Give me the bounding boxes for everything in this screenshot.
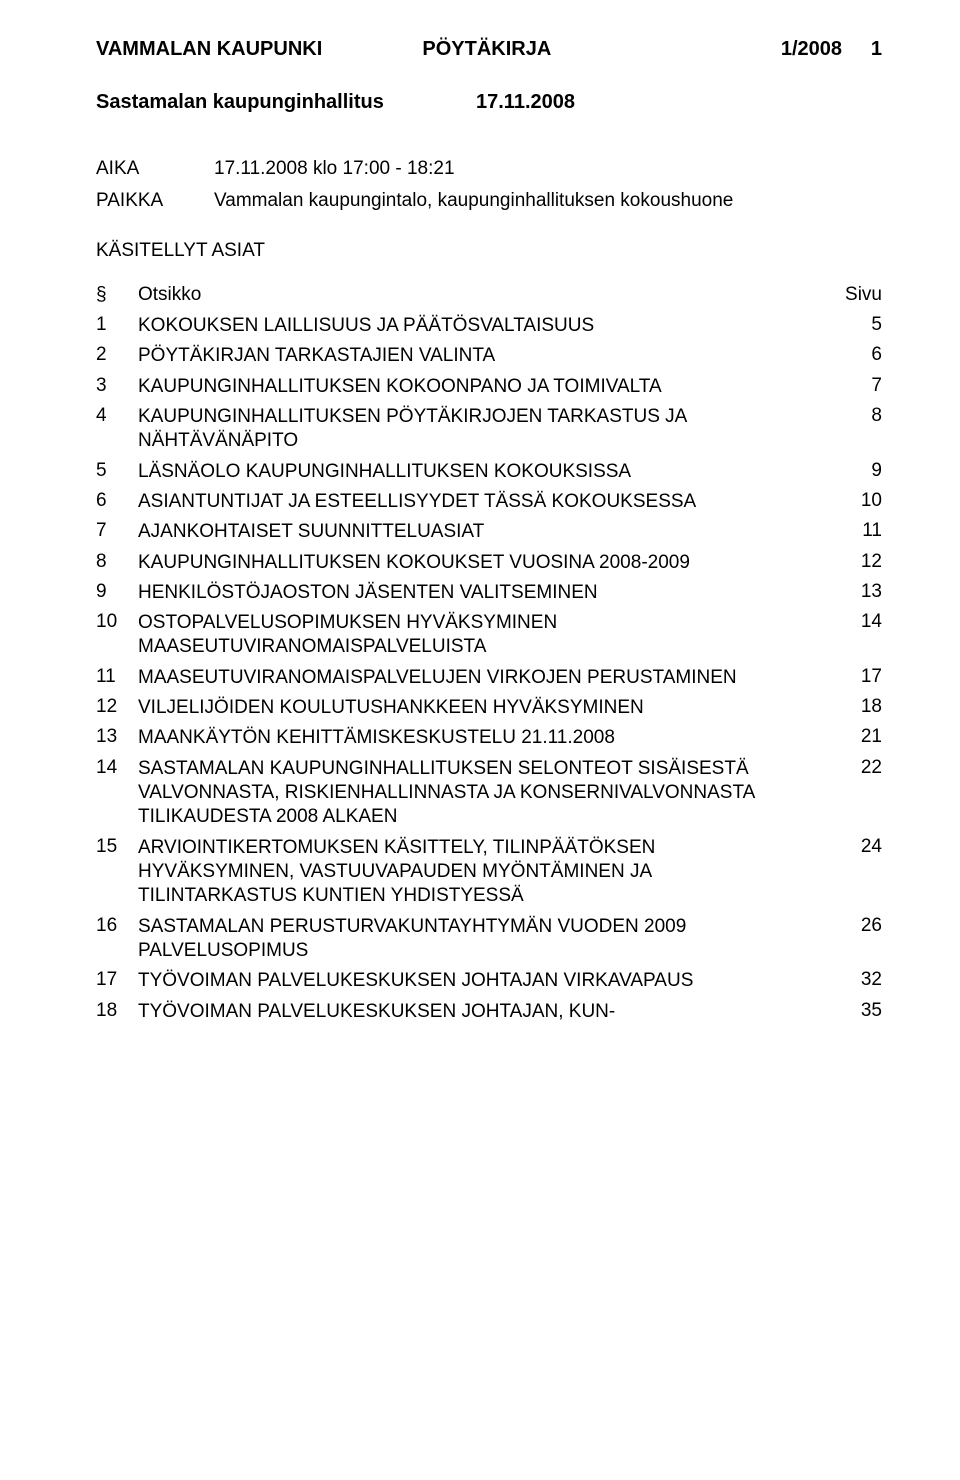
- toc-row: 9HENKILÖSTÖJAOSTON JÄSENTEN VALITSEMINEN…: [96, 581, 882, 605]
- toc-num: 16: [96, 915, 138, 937]
- toc-row: 15ARVIOINTIKERTOMUKSEN KÄSITTELY, TILINP…: [96, 836, 882, 909]
- doc-header: VAMMALAN KAUPUNKI PÖYTÄKIRJA 1/2008 1: [96, 38, 882, 61]
- toc-num: 5: [96, 460, 138, 482]
- toc-head-title: Otsikko: [138, 284, 826, 306]
- toc-num: 9: [96, 581, 138, 603]
- toc-row: 16SASTAMALAN PERUSTURVAKUNTAYHTYMÄN VUOD…: [96, 915, 882, 964]
- toc-title: MAASEUTUVIRANOMAISPALVELUJEN VIRKOJEN PE…: [138, 666, 826, 690]
- toc-title: KOKOUKSEN LAILLISUUS JA PÄÄTÖSVALTAISUUS: [138, 314, 826, 338]
- meeting-time-row: AIKA 17.11.2008 klo 17:00 - 18:21: [96, 158, 882, 180]
- toc-title: LÄSNÄOLO KAUPUNGINHALLITUKSEN KOKOUKSISS…: [138, 460, 826, 484]
- toc-page: 5: [826, 314, 882, 336]
- toc-num: 18: [96, 1000, 138, 1022]
- toc-page: 11: [826, 520, 882, 542]
- toc-row: 10OSTOPALVELUSOPIMUKSEN HYVÄKSYMINEN MAA…: [96, 611, 882, 660]
- toc-page: 26: [826, 915, 882, 937]
- toc-page: 35: [826, 1000, 882, 1022]
- toc-num: 17: [96, 969, 138, 991]
- toc-num: 12: [96, 696, 138, 718]
- toc-page: 32: [826, 969, 882, 991]
- toc-row: 8KAUPUNGINHALLITUKSEN KOKOUKSET VUOSINA …: [96, 551, 882, 575]
- toc-num: 3: [96, 375, 138, 397]
- toc-page: 14: [826, 611, 882, 633]
- toc-row: 6ASIANTUNTIJAT JA ESTEELLISYYDET TÄSSÄ K…: [96, 490, 882, 514]
- toc-num: 7: [96, 520, 138, 542]
- toc-title: HENKILÖSTÖJAOSTON JÄSENTEN VALITSEMINEN: [138, 581, 826, 605]
- toc-page: 10: [826, 490, 882, 512]
- toc-head-page: Sivu: [826, 284, 882, 306]
- toc-row: 17TYÖVOIMAN PALVELUKESKUKSEN JOHTAJAN VI…: [96, 969, 882, 993]
- toc-title: KAUPUNGINHALLITUKSEN PÖYTÄKIRJOJEN TARKA…: [138, 405, 826, 454]
- toc-num: 1: [96, 314, 138, 336]
- toc-page: 7: [826, 375, 882, 397]
- toc-body: 1KOKOUKSEN LAILLISUUS JA PÄÄTÖSVALTAISUU…: [96, 314, 882, 1024]
- toc-title: VILJELIJÖIDEN KOULUTUSHANKKEEN HYVÄKSYMI…: [138, 696, 826, 720]
- time-value: 17.11.2008 klo 17:00 - 18:21: [214, 158, 882, 180]
- toc-row: 18TYÖVOIMAN PALVELUKESKUKSEN JOHTAJAN, K…: [96, 1000, 882, 1024]
- toc-title: ARVIOINTIKERTOMUKSEN KÄSITTELY, TILINPÄÄ…: [138, 836, 826, 909]
- toc-row: 3KAUPUNGINHALLITUKSEN KOKOONPANO JA TOIM…: [96, 375, 882, 399]
- place-value: Vammalan kaupungintalo, kaupunginhallitu…: [214, 190, 882, 212]
- meeting-date: 17.11.2008: [476, 91, 575, 114]
- toc-title: KAUPUNGINHALLITUKSEN KOKOONPANO JA TOIMI…: [138, 375, 826, 399]
- sub-header: Sastamalan kaupunginhallitus 17.11.2008: [96, 91, 882, 114]
- toc-page: 6: [826, 344, 882, 366]
- toc-page: 8: [826, 405, 882, 427]
- toc-title: TYÖVOIMAN PALVELUKESKUKSEN JOHTAJAN VIRK…: [138, 969, 826, 993]
- toc-title: KAUPUNGINHALLITUKSEN KOKOUKSET VUOSINA 2…: [138, 551, 826, 575]
- meeting-place-row: PAIKKA Vammalan kaupungintalo, kaupungin…: [96, 190, 882, 212]
- toc-num: 8: [96, 551, 138, 573]
- toc-header: § Otsikko Sivu: [96, 284, 882, 306]
- toc-page: 13: [826, 581, 882, 603]
- toc-num: 13: [96, 726, 138, 748]
- toc-row: 5LÄSNÄOLO KAUPUNGINHALLITUKSEN KOKOUKSIS…: [96, 460, 882, 484]
- toc-row: 4KAUPUNGINHALLITUKSEN PÖYTÄKIRJOJEN TARK…: [96, 405, 882, 454]
- toc-title: ASIANTUNTIJAT JA ESTEELLISYYDET TÄSSÄ KO…: [138, 490, 826, 514]
- toc-row: 2PÖYTÄKIRJAN TARKASTAJIEN VALINTA6: [96, 344, 882, 368]
- toc-num: 11: [96, 666, 138, 688]
- toc-title: OSTOPALVELUSOPIMUKSEN HYVÄKSYMINEN MAASE…: [138, 611, 826, 660]
- toc-num: 10: [96, 611, 138, 633]
- toc-title: TYÖVOIMAN PALVELUKESKUKSEN JOHTAJAN, KUN…: [138, 1000, 826, 1024]
- org-name: VAMMALAN KAUPUNKI: [96, 38, 422, 61]
- toc-title: PÖYTÄKIRJAN TARKASTAJIEN VALINTA: [138, 344, 826, 368]
- section-title: KÄSITELLYT ASIAT: [96, 240, 882, 262]
- toc-title: AJANKOHTAISET SUUNNITTELUASIAT: [138, 520, 826, 544]
- toc-num: 14: [96, 757, 138, 779]
- toc-page: 24: [826, 836, 882, 858]
- toc-page: 18: [826, 696, 882, 718]
- board-name: Sastamalan kaupunginhallitus: [96, 91, 476, 114]
- toc-page: 17: [826, 666, 882, 688]
- toc-row: 11MAASEUTUVIRANOMAISPALVELUJEN VIRKOJEN …: [96, 666, 882, 690]
- toc-page: 21: [826, 726, 882, 748]
- toc-row: 12VILJELIJÖIDEN KOULUTUSHANKKEEN HYVÄKSY…: [96, 696, 882, 720]
- doc-type: PÖYTÄKIRJA: [422, 38, 655, 61]
- doc-number: 1/2008: [656, 38, 843, 61]
- page-number: 1: [842, 38, 882, 61]
- toc-page: 22: [826, 757, 882, 779]
- toc-page: 12: [826, 551, 882, 573]
- time-label: AIKA: [96, 158, 214, 180]
- toc-title: SASTAMALAN KAUPUNGINHALLITUKSEN SELONTEO…: [138, 757, 826, 830]
- toc-num: 15: [96, 836, 138, 858]
- toc-num: 6: [96, 490, 138, 512]
- place-label: PAIKKA: [96, 190, 214, 212]
- toc-num: 2: [96, 344, 138, 366]
- toc-page: 9: [826, 460, 882, 482]
- toc-title: SASTAMALAN PERUSTURVAKUNTAYHTYMÄN VUODEN…: [138, 915, 826, 964]
- toc-row: 13MAANKÄYTÖN KEHITTÄMISKESKUSTELU 21.11.…: [96, 726, 882, 750]
- toc-head-section: §: [96, 284, 138, 306]
- toc-title: MAANKÄYTÖN KEHITTÄMISKESKUSTELU 21.11.20…: [138, 726, 826, 750]
- toc-row: 1KOKOUKSEN LAILLISUUS JA PÄÄTÖSVALTAISUU…: [96, 314, 882, 338]
- toc-row: 7AJANKOHTAISET SUUNNITTELUASIAT11: [96, 520, 882, 544]
- toc-num: 4: [96, 405, 138, 427]
- toc-row: 14SASTAMALAN KAUPUNGINHALLITUKSEN SELONT…: [96, 757, 882, 830]
